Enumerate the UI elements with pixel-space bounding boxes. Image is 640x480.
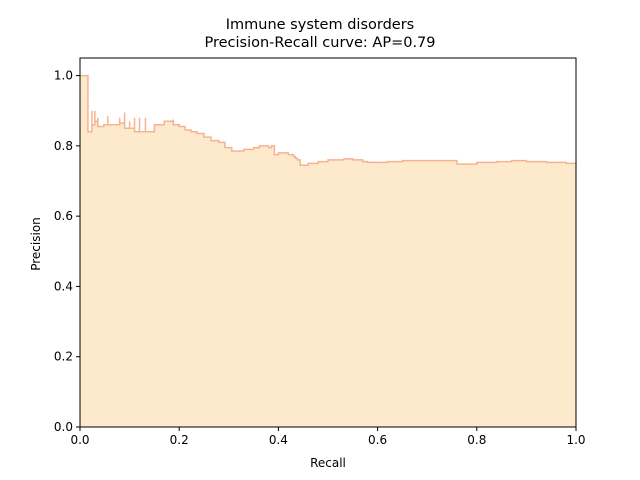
x-tick-label: 0.0 [70, 433, 89, 447]
y-axis: 0.0 0.2 0.4 0.6 0.8 1.0 [54, 69, 80, 434]
y-tick-label: 0.0 [54, 420, 73, 434]
y-tick-label: 0.2 [54, 350, 73, 364]
x-tick-label: 0.2 [170, 433, 189, 447]
y-tick-label: 1.0 [54, 69, 73, 83]
chart-title: Immune system disorders [225, 17, 415, 33]
x-axis: 0.0 0.2 0.4 0.6 0.8 1.0 [70, 427, 586, 447]
x-axis-label: Recall [310, 456, 346, 470]
plot-area [80, 74, 577, 427]
x-tick-label: 0.6 [368, 433, 387, 447]
y-tick-label: 0.8 [54, 139, 73, 153]
pr-curve-line [80, 74, 577, 166]
pr-area-fill [80, 75, 576, 427]
axes-frame [79, 57, 577, 428]
y-tick-label: 0.6 [54, 209, 73, 223]
x-tick-label: 1.0 [566, 433, 585, 447]
x-tick-label: 0.8 [467, 433, 486, 447]
chart-subtitle: Precision-Recall curve: AP=0.79 [204, 35, 436, 51]
x-tick-label: 0.4 [269, 433, 288, 447]
y-axis-label: Precision [29, 217, 43, 271]
axes-border [79, 57, 577, 428]
y-tick-label: 0.4 [54, 279, 73, 293]
